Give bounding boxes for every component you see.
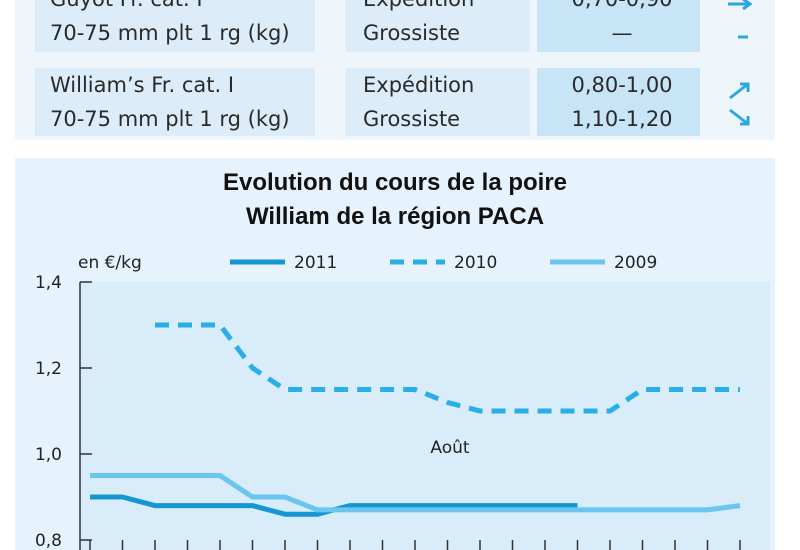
price: 1,10-1,20 bbox=[571, 107, 672, 131]
arrow-right bbox=[728, 0, 753, 11]
chart-title: William de la région PACA bbox=[246, 203, 544, 230]
legend-label: 2009 bbox=[614, 253, 657, 273]
legend-label: 2010 bbox=[454, 253, 497, 273]
product: William’s Fr. cat. I bbox=[50, 73, 234, 97]
series-line bbox=[155, 322, 740, 414]
arrow-down bbox=[729, 108, 750, 126]
stage: Grossiste bbox=[363, 107, 460, 131]
price: 0,70-0,90 bbox=[571, 0, 672, 11]
cell bbox=[537, 0, 700, 52]
series-line bbox=[90, 473, 741, 513]
price: 0,80-1,00 bbox=[571, 73, 672, 97]
annotation: Août bbox=[430, 438, 470, 458]
legend-label: 2011 bbox=[294, 253, 337, 273]
cell bbox=[35, 0, 315, 52]
chart-title: Evolution du cours de la poire bbox=[223, 169, 567, 196]
y-tick-label: 1,2 bbox=[35, 359, 62, 379]
stage: Expédition bbox=[363, 0, 474, 11]
cell bbox=[345, 0, 530, 52]
y-tick-label: 1,4 bbox=[35, 273, 62, 293]
cell bbox=[537, 68, 700, 136]
stage: Expédition bbox=[363, 73, 474, 97]
product: Guyot Fr. cat. I bbox=[50, 0, 203, 11]
arrow-up bbox=[729, 82, 750, 100]
y-axis-label: en €/kg bbox=[78, 253, 142, 273]
product: 70-75 mm plt 1 rg (kg) bbox=[50, 107, 290, 131]
y-tick-label: 1,0 bbox=[35, 445, 62, 465]
cell bbox=[345, 68, 530, 136]
product: 70-75 mm plt 1 rg (kg) bbox=[50, 21, 290, 45]
stage: Grossiste bbox=[363, 21, 460, 45]
y-tick-label: 0,8 bbox=[35, 531, 62, 550]
trend-icons bbox=[728, 0, 753, 126]
cell bbox=[35, 68, 315, 136]
price: — bbox=[612, 21, 633, 45]
